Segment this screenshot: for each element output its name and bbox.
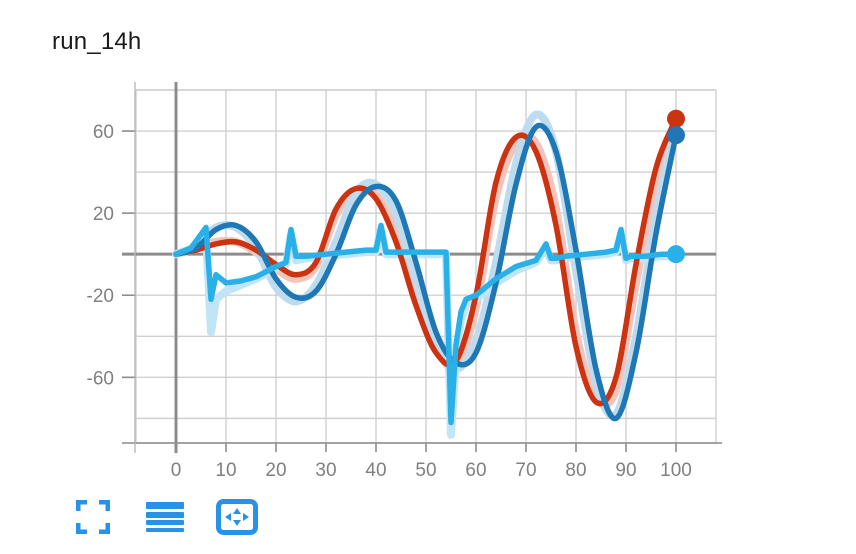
x-tick-labels: 0 10 20 30 40 50 60 70 80 90 100 <box>171 460 692 481</box>
y-tick-label: 60 <box>93 122 114 143</box>
x-tick-label: 70 <box>515 460 536 481</box>
plot-area[interactable]: 0 10 20 30 40 50 60 70 80 90 100 60 20 -20 -60 <box>0 0 856 500</box>
fullscreen-icon <box>76 500 110 534</box>
x-tick-label: 90 <box>615 460 636 481</box>
chart-toolbar[interactable] <box>70 494 260 540</box>
series-line-series_blue <box>173 122 679 422</box>
y-tick-label: 20 <box>93 204 114 225</box>
series-lines <box>172 110 680 439</box>
series-line-series_cyan <box>173 222 679 426</box>
x-tick-label: 80 <box>565 460 586 481</box>
page-title: run_14h <box>52 28 142 55</box>
line-chart-svg[interactable]: 0 10 20 30 40 50 60 70 80 90 100 60 20 -20 -60 <box>0 0 856 500</box>
x-tick-label: 50 <box>415 460 436 481</box>
x-tick-label: 60 <box>465 460 486 481</box>
y-tick-label: -60 <box>87 368 114 389</box>
x-tick-label: 100 <box>660 460 692 481</box>
endpoint-marker-series_red[interactable] <box>667 109 685 128</box>
x-tick-label: 30 <box>315 460 336 481</box>
endpoint-markers[interactable] <box>667 109 685 264</box>
x-tick-label: 10 <box>215 460 236 481</box>
legend-lines-button[interactable] <box>142 494 188 540</box>
fullscreen-button[interactable] <box>70 494 116 540</box>
endpoint-marker-series_blue[interactable] <box>667 126 685 145</box>
y-tick-label: -20 <box>87 286 114 307</box>
pan-move-icon <box>216 499 258 535</box>
x-tick-label: 0 <box>171 460 182 481</box>
pan-button[interactable] <box>214 494 260 540</box>
x-tick-label: 20 <box>265 460 286 481</box>
axis-lines <box>122 82 722 453</box>
endpoint-marker-series_cyan[interactable] <box>667 245 685 264</box>
x-tick-label: 40 <box>365 460 386 481</box>
y-tick-labels: 60 20 -20 -60 <box>87 122 114 389</box>
list-lines-icon <box>146 502 184 532</box>
